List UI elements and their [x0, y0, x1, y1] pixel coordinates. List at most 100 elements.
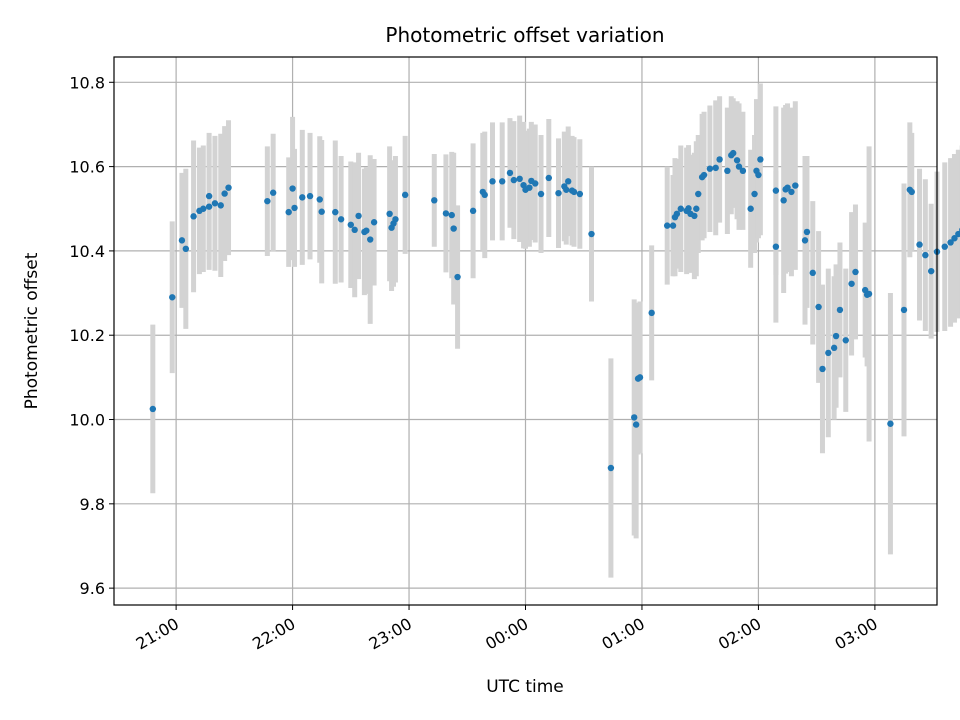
data-point — [630, 414, 638, 421]
data-point — [200, 205, 207, 212]
data-point — [865, 290, 873, 298]
data-point — [729, 149, 737, 157]
data-point — [772, 187, 780, 194]
data-point — [751, 190, 758, 198]
data-point — [469, 207, 477, 215]
data-point — [848, 280, 855, 287]
y-tick-label: 10.4 — [69, 242, 105, 261]
data-points — [149, 149, 960, 472]
data-point — [576, 190, 584, 198]
data-point — [780, 197, 787, 204]
data-point — [269, 189, 277, 196]
data-point — [205, 192, 213, 200]
data-point — [830, 344, 838, 352]
y-tick-label: 9.6 — [80, 579, 105, 598]
data-point — [733, 157, 741, 164]
data-point — [182, 245, 190, 252]
data-point — [337, 216, 345, 223]
data-point — [757, 156, 764, 163]
data-point — [532, 180, 539, 187]
x-tick-label: 01:00 — [599, 614, 648, 654]
data-point — [499, 178, 506, 185]
data-point — [149, 405, 157, 413]
data-point — [836, 306, 844, 314]
data-point — [221, 190, 228, 197]
data-point — [347, 221, 355, 228]
data-point — [526, 184, 533, 191]
data-point — [900, 306, 908, 314]
data-point — [695, 190, 702, 198]
data-point — [306, 192, 314, 200]
data-point — [803, 228, 811, 236]
data-point — [355, 212, 362, 220]
data-point — [289, 185, 296, 192]
data-point — [772, 243, 780, 250]
data-point — [510, 176, 518, 184]
x-tick-label: 22:00 — [249, 614, 298, 654]
data-point — [190, 213, 197, 220]
data-point — [947, 239, 954, 246]
data-point — [716, 156, 723, 163]
data-point — [205, 203, 213, 210]
x-tick-label: 23:00 — [366, 614, 415, 654]
data-point — [217, 202, 224, 209]
data-point — [537, 190, 545, 198]
data-point — [825, 349, 832, 357]
x-tick-label: 21:00 — [133, 614, 182, 654]
data-point — [431, 197, 438, 204]
data-point — [516, 175, 523, 183]
data-point — [211, 200, 219, 207]
data-point — [706, 165, 714, 172]
data-point — [450, 225, 457, 232]
data-point — [788, 188, 795, 196]
data-point — [607, 464, 615, 472]
data-point — [819, 365, 826, 373]
data-point — [291, 204, 298, 212]
data-point — [565, 178, 572, 185]
data-point — [555, 189, 562, 197]
data-point — [685, 205, 692, 212]
data-point — [454, 273, 461, 281]
data-point — [386, 210, 393, 218]
data-point — [636, 374, 644, 381]
data-point — [570, 188, 578, 196]
data-point — [747, 205, 754, 212]
data-point — [809, 269, 816, 277]
x-tick-label: 03:00 — [831, 614, 880, 654]
data-point — [908, 188, 915, 196]
y-tick-label: 10.6 — [69, 158, 105, 177]
data-point — [700, 171, 708, 179]
data-point — [169, 294, 176, 301]
data-point — [442, 210, 450, 217]
y-axis-label: Photometric offset — [22, 252, 42, 409]
data-point — [724, 167, 731, 175]
data-point — [648, 309, 655, 317]
y-tick-label: 10.2 — [69, 326, 105, 345]
data-point — [712, 164, 719, 172]
y-tick-label: 9.8 — [80, 495, 105, 514]
data-point — [916, 241, 923, 248]
data-point — [318, 208, 325, 215]
data-point — [677, 205, 684, 212]
data-point — [693, 205, 700, 212]
data-point — [663, 222, 671, 229]
data-point — [506, 169, 514, 177]
data-point — [448, 211, 455, 219]
data-point — [941, 243, 948, 250]
data-point — [392, 216, 399, 223]
data-point — [852, 268, 859, 276]
data-point — [481, 191, 488, 199]
data-point — [588, 230, 595, 238]
data-point — [955, 230, 960, 238]
data-point — [632, 421, 640, 428]
x-axis-label: UTC time — [486, 677, 564, 697]
data-point — [401, 191, 409, 199]
data-point — [691, 212, 698, 220]
data-point — [299, 194, 306, 201]
data-point — [489, 178, 496, 185]
data-point — [927, 267, 935, 275]
data-point — [316, 196, 323, 203]
data-point — [563, 186, 570, 193]
data-point — [264, 197, 271, 205]
